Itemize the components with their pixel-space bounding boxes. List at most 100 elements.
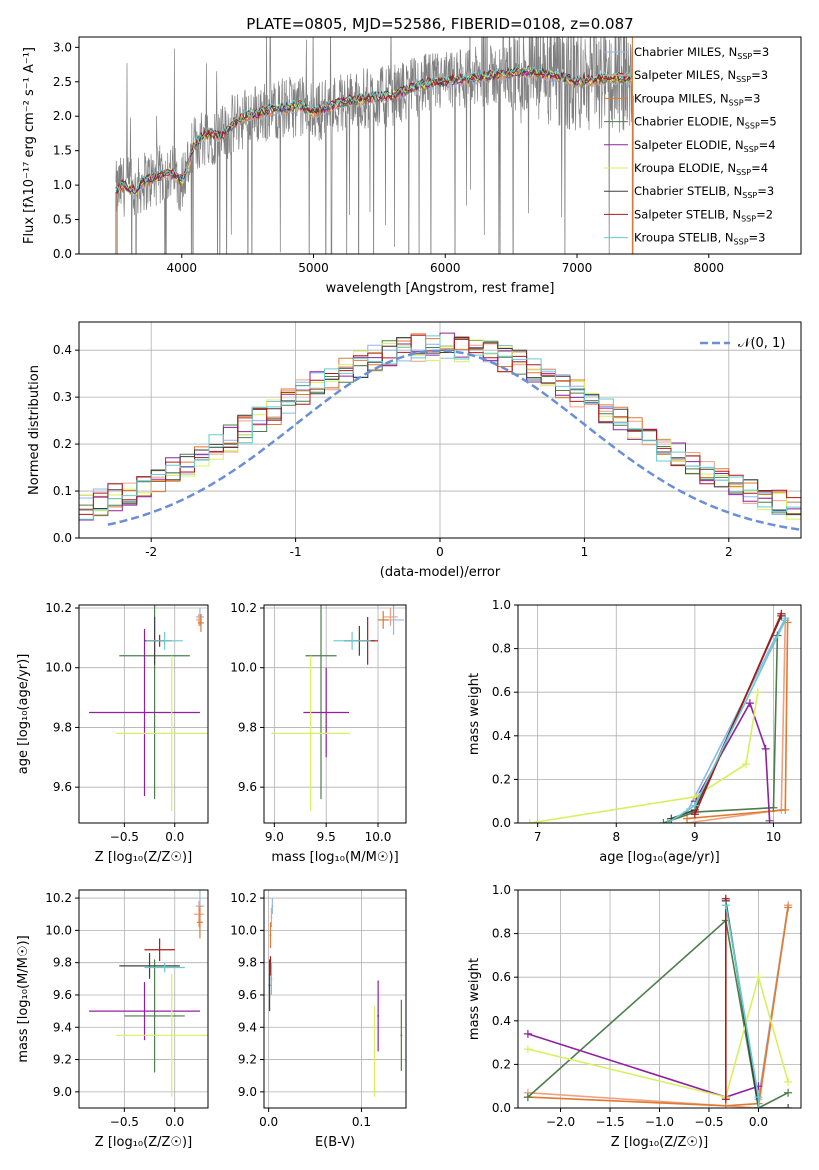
weight_vs_age-ytick-label: 0.8	[492, 642, 511, 656]
weight_vs_age-line-4	[694, 701, 771, 821]
weight_vs_Z-marker-7	[721, 1095, 730, 1104]
weight_vs_age-line-7	[694, 613, 783, 815]
weight_vs_age-ytick-label: 1.0	[492, 598, 511, 612]
legend-label-0: Chabrier MILES, NSSP=3	[634, 45, 769, 61]
age_vs_Z-ytick-label: 10.2	[45, 601, 72, 615]
spectrum-model-line-8	[115, 65, 632, 194]
weight_vs_Z-ytick-label: 0.6	[492, 970, 511, 984]
weight_vs_age-marker-4	[765, 816, 774, 823]
weight_vs_age-ytick-label: 0.0	[492, 816, 511, 830]
residuals-frame	[78, 321, 802, 539]
age_vs_mass-plot-area	[264, 605, 406, 823]
spectrum-xlabel: wavelength [Angstrom, rest frame]	[326, 281, 555, 296]
weight_vs_age-ylabel: mass weight	[467, 673, 482, 755]
weight_vs_age-marker-5	[690, 792, 699, 801]
age_vs_Z-xtick-label: 0.0	[165, 830, 184, 844]
figure-title: PLATE=0805, MJD=52586, FIBERID=0108, z=0…	[246, 15, 633, 33]
mass_vs_Z-frame	[78, 889, 209, 1109]
weight_vs_age-marker-7	[690, 810, 699, 819]
weight_vs_age-xtick-label: 10	[766, 830, 781, 844]
weight_vs_age-plot-area	[518, 605, 801, 823]
weight_vs_Z-marker-4	[523, 1029, 532, 1038]
mass_vs_EBV-ytick-label: 9.2	[238, 1053, 257, 1067]
mass_vs_Z-xtick-label: 0.0	[165, 1115, 184, 1129]
mass_vs_Z-xlabel: Z [log₁₀(Z/Z☉)]	[95, 1135, 192, 1150]
weight_vs_age-marker-7	[777, 609, 786, 618]
mass_vs_EBV-xlabel: E(B-V)	[315, 1135, 355, 1150]
weight_vs_Z-marker-5	[784, 1077, 793, 1086]
weight_vs_Z-xtick-label: −2.0	[546, 1115, 575, 1129]
weight_vs_age-line-5	[529, 692, 759, 823]
spectrum-ytick-label: 2.5	[53, 75, 72, 89]
weight_vs_Z-ytick-label: 0.8	[492, 927, 511, 941]
weight_vs_Z-marker-5	[754, 973, 763, 982]
age_vs_Z-frame	[78, 604, 209, 824]
spectrum-ytick-label: 0.0	[53, 247, 72, 261]
weight_vs_age-marker-2	[683, 814, 692, 823]
mass_vs_Z-ytick-label: 10.0	[45, 923, 72, 937]
spectrum-ytick-label: 1.5	[53, 144, 72, 158]
age_vs_Z-ytick-label: 10.0	[45, 661, 72, 675]
residuals-ylabel: Normed distribution	[27, 365, 42, 495]
legend-label-3: Chabrier ELODIE, NSSP=5	[634, 115, 777, 131]
residuals-ytick-label: 0.4	[53, 343, 72, 357]
residuals-xtick-label: -1	[290, 545, 302, 559]
mass_vs_Z-ytick-label: 9.4	[53, 1020, 72, 1034]
spectrum-data-line	[115, 37, 635, 254]
residuals-ytick-label: 0.2	[53, 437, 72, 451]
residuals-xtick-label: -2	[145, 545, 157, 559]
panel-residuals: -2 -1 0 1 2 0.0 0.1 0.2 0.3 0.4 (data-model)/error…	[27, 321, 802, 580]
weight_vs_age-xtick-label: 8	[612, 830, 620, 844]
histogram-series-7	[79, 334, 801, 515]
weight_vs_Z-line-2	[527, 907, 789, 1107]
mass_vs_EBV-ytick-label: 10.0	[230, 923, 257, 937]
mass_vs_EBV-ytick-label: 9.0	[238, 1085, 257, 1099]
spectrum-plot-area	[115, 37, 635, 254]
mass_vs_Z-ytick-label: 10.2	[45, 891, 72, 905]
spectrum-ytick-label: 1.0	[53, 178, 72, 192]
weight_vs_age-marker-5	[753, 688, 762, 697]
weight_vs_Z-plot-area	[518, 890, 801, 1108]
weight_vs_Z-ytick-label: 0.0	[492, 1101, 511, 1115]
weight_vs_age-marker-4	[761, 744, 770, 753]
spectrum-xtick-label: 4000	[166, 261, 197, 275]
mass_vs_Z-ytick-label: 9.6	[53, 988, 72, 1002]
legend-label-8: Kroupa STELIB, NSSP=3	[634, 231, 765, 247]
residuals-ytick-label: 0.3	[53, 390, 72, 404]
weight_vs_Z-frame	[517, 889, 802, 1109]
residuals-plot-area	[79, 322, 801, 538]
gaussian-curve	[107, 349, 801, 532]
legend-label-1: Salpeter MILES, NSSP=3	[634, 68, 768, 84]
age_vs_mass-ytick-label: 10.0	[230, 661, 257, 675]
weight_vs_age-marker-8	[781, 616, 790, 625]
weight_vs_age-marker-5	[741, 760, 750, 769]
weight_vs_Z-marker-8	[754, 1093, 763, 1102]
weight_vs_age-xlabel: age [log₁₀(age/yr)]	[599, 850, 720, 865]
weight_vs_age-frame	[517, 604, 802, 824]
weight_vs_Z-xlabel: Z [log₁₀(Z/Z☉)]	[611, 1135, 708, 1150]
weight_vs_Z-line-5	[527, 974, 789, 1099]
legend-label-7: Salpeter STELIB, NSSP=2	[634, 207, 773, 223]
weight_vs_Z-xtick-label: 0.0	[749, 1115, 768, 1129]
panel-mass_vs_Z: −0.5 0.0 9.0 9.2 9.4 9.6 9.8 10.0 10.2 Z [log₁₀(Z…	[16, 889, 209, 1150]
weight_vs_Z-line-6	[725, 900, 789, 1108]
age_vs_Z-xtick-label: −0.5	[110, 830, 139, 844]
age_vs_mass-ytick-label: 9.6	[238, 780, 257, 794]
weight_vs_age-line-6	[671, 615, 783, 820]
age_vs_mass-xtick-label: 9.0	[265, 830, 284, 844]
mass_vs_EBV-ytick-label: 9.6	[238, 988, 257, 1002]
panel-age_vs_mass: 9.0 9.5 10.0 9.6 9.8 10.0 10.2 mass [log₁₀(M/M☉…	[230, 601, 407, 865]
legend-label-6: Chabrier STELIB, NSSP=3	[634, 184, 774, 200]
weight_vs_Z-ytick-label: 0.4	[492, 1014, 511, 1028]
panel-age_vs_Z: −0.5 0.0 9.6 9.8 10.0 10.2 Z [log₁₀(Z/Z☉)] age …	[16, 601, 209, 865]
mass_vs_Z-xtick-label: −0.5	[110, 1115, 139, 1129]
gaussian-legend-label: 𝒩(0, 1)	[738, 336, 785, 351]
weight_vs_Z-line-0	[725, 900, 789, 1100]
weight_vs_Z-marker-3	[523, 1093, 532, 1102]
weight_vs_Z-ylabel: mass weight	[467, 958, 482, 1040]
weight_vs_age-marker-3	[769, 803, 778, 812]
spectrum-ytick-label: 0.5	[53, 213, 72, 227]
mass_vs_Z-plot-area	[79, 890, 208, 1108]
weight_vs_Z-line-1	[527, 905, 789, 1108]
